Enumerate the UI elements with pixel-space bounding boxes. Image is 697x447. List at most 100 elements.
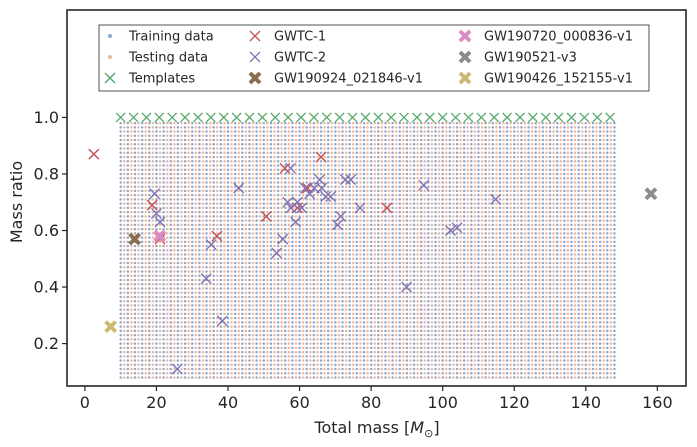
testing-point [258, 261, 262, 265]
training-point [183, 232, 187, 235]
testing-point [244, 299, 248, 303]
testing-point [158, 121, 162, 125]
testing-point [165, 134, 169, 138]
testing-point [294, 278, 298, 282]
testing-point [223, 130, 226, 133]
testing-point [216, 299, 219, 303]
training-point [198, 325, 201, 328]
testing-point [316, 215, 319, 218]
training-point [148, 376, 151, 379]
testing-point [316, 291, 319, 294]
training-point [319, 143, 323, 146]
training-point [155, 321, 158, 324]
training-point [226, 266, 230, 269]
training-point [391, 278, 394, 282]
training-point [262, 299, 266, 303]
testing-point [309, 160, 312, 163]
testing-point [323, 219, 326, 222]
testing-point [330, 316, 334, 320]
testing-point [273, 121, 276, 125]
testing-point [180, 202, 183, 205]
testing-point [216, 261, 219, 265]
testing-point [351, 164, 355, 167]
training-point [305, 236, 308, 239]
testing-point [216, 189, 219, 193]
training-point [176, 329, 180, 333]
training-point [205, 291, 208, 294]
training-point [341, 308, 344, 311]
training-point [162, 325, 165, 328]
training-point [212, 325, 215, 328]
training-point [119, 253, 122, 256]
training-point [233, 316, 237, 320]
training-point [140, 363, 144, 367]
training-point [291, 266, 294, 269]
testing-point [230, 372, 233, 375]
testing-point [158, 270, 162, 273]
training-point [205, 143, 208, 146]
testing-point [266, 346, 269, 350]
training-point [212, 185, 215, 188]
testing-point [266, 219, 269, 222]
training-point [312, 155, 316, 159]
training-point [369, 210, 373, 214]
training-point [291, 342, 294, 345]
testing-point [344, 244, 348, 248]
testing-point [151, 249, 155, 252]
training-point [169, 168, 173, 171]
testing-point [251, 202, 255, 205]
training-point [198, 338, 201, 341]
training-point [119, 130, 122, 133]
testing-point [194, 240, 198, 244]
testing-point [180, 257, 183, 261]
training-point [369, 202, 373, 205]
testing-point [144, 257, 147, 261]
training-point [126, 312, 130, 316]
training-point [183, 376, 187, 379]
testing-point [366, 312, 369, 316]
testing-point [351, 372, 355, 375]
training-point [262, 325, 266, 328]
training-point [262, 160, 266, 163]
testing-point [144, 164, 147, 167]
testing-point [180, 312, 183, 316]
testing-point [337, 227, 341, 231]
training-point [369, 249, 373, 252]
testing-point [144, 282, 147, 286]
testing-point [366, 176, 369, 180]
training-point [405, 304, 409, 307]
testing-point [287, 143, 291, 146]
testing-point [137, 143, 140, 146]
testing-point [137, 376, 140, 379]
testing-point [266, 134, 269, 138]
training-point [384, 325, 387, 328]
training-point [140, 210, 144, 214]
training-point [219, 223, 223, 227]
training-point [169, 215, 173, 218]
training-point [319, 134, 323, 138]
training-point [198, 168, 201, 171]
testing-point [301, 355, 305, 358]
testing-point [216, 321, 219, 324]
testing-point [144, 206, 147, 210]
training-point [405, 151, 409, 155]
testing-point [323, 232, 326, 235]
testing-point [344, 261, 348, 265]
training-point [369, 134, 373, 138]
testing-point [123, 138, 126, 142]
training-point [262, 342, 266, 345]
testing-point [316, 164, 319, 167]
training-point [398, 134, 402, 138]
testing-point [194, 168, 198, 171]
testing-point [323, 176, 326, 180]
testing-point [373, 198, 376, 201]
testing-point [244, 210, 248, 214]
training-point [291, 155, 294, 159]
testing-point [287, 325, 291, 328]
testing-point [151, 308, 155, 311]
testing-point [294, 134, 298, 138]
training-point [262, 359, 266, 362]
testing-point [230, 198, 233, 201]
training-point [298, 160, 301, 163]
training-point [119, 193, 122, 197]
